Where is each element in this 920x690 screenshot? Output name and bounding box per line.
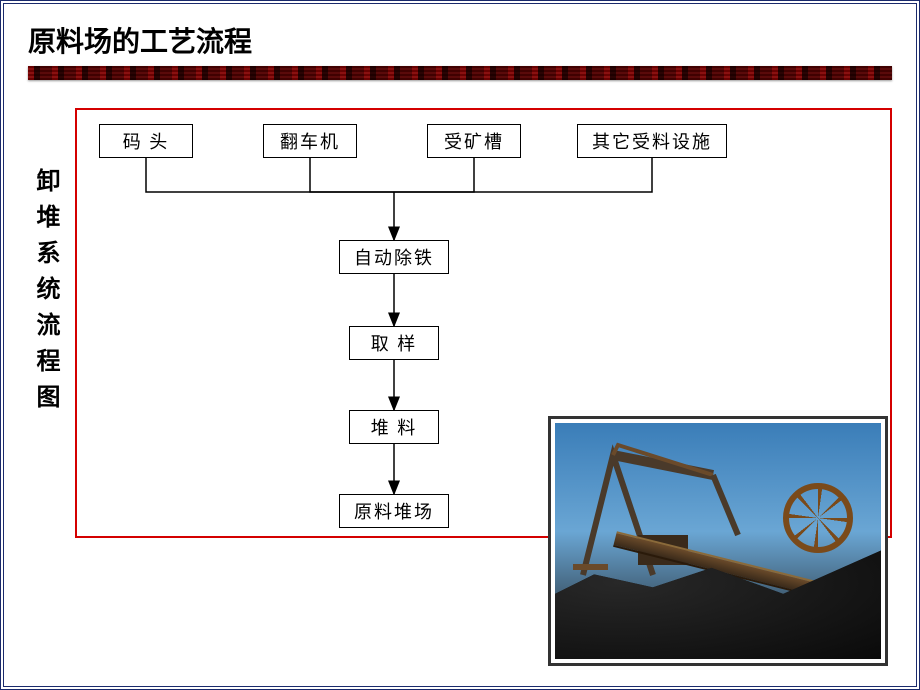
flow-edge [394, 158, 652, 192]
flow-node-n6: 取 样 [349, 326, 439, 360]
bucket-wheel-icon [783, 483, 853, 553]
title-divider [28, 66, 892, 80]
flow-node-n2: 翻车机 [263, 124, 357, 158]
flow-node-n7: 堆 料 [349, 410, 439, 444]
flow-node-n5: 自动除铁 [339, 240, 449, 274]
equipment-photo [548, 416, 888, 666]
slide-title: 原料场的工艺流程 [28, 20, 892, 66]
flow-node-n4: 其它受料设施 [577, 124, 727, 158]
flow-edge [394, 158, 474, 192]
slide-frame: 原料场的工艺流程 卸堆系统流程图 码 头 翻车机 受矿槽 其它受料设施自动除铁取 样堆… [0, 0, 920, 690]
flow-node-n1: 码 头 [99, 124, 193, 158]
flow-edge [310, 158, 394, 192]
flow-node-n8: 原料堆场 [339, 494, 449, 528]
photo-inner [555, 423, 881, 659]
flow-edge [146, 158, 394, 192]
sidebar-vertical-label: 卸堆系统流程图 [28, 168, 75, 420]
flow-node-n3: 受矿槽 [427, 124, 521, 158]
